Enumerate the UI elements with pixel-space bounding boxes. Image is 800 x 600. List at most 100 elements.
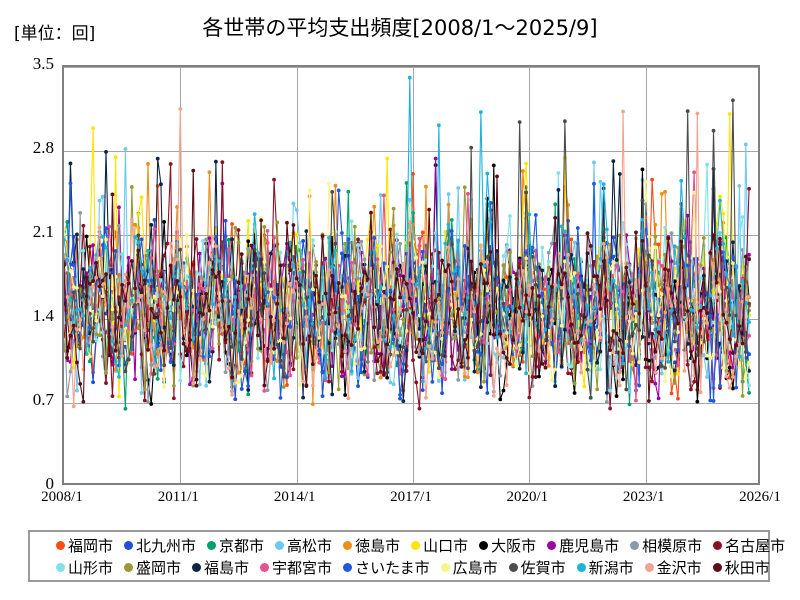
data-point	[184, 233, 189, 238]
legend-marker-icon	[124, 540, 134, 550]
data-point	[378, 369, 383, 374]
data-point	[142, 278, 147, 283]
data-point	[682, 369, 687, 373]
data-point	[495, 335, 499, 340]
data-point	[608, 287, 613, 292]
data-point	[236, 240, 241, 245]
legend-marker-icon	[275, 540, 285, 550]
data-point	[233, 331, 238, 336]
data-point	[708, 293, 713, 298]
legend-item-佐賀市[interactable]: 佐賀市	[508, 557, 566, 578]
data-point	[718, 198, 722, 203]
data-point	[239, 387, 244, 391]
data-point	[265, 307, 270, 312]
data-point	[572, 391, 577, 395]
legend-item-鹿児島市[interactable]: 鹿児島市	[547, 535, 619, 556]
data-point	[647, 253, 651, 258]
data-point	[349, 371, 354, 376]
data-point	[685, 263, 690, 268]
legend-item-福岡市[interactable]: 福岡市	[56, 535, 113, 556]
data-point	[579, 277, 583, 281]
data-point	[743, 356, 748, 360]
data-point	[320, 370, 325, 375]
data-point	[226, 324, 231, 329]
data-point	[653, 349, 658, 354]
data-point	[139, 195, 144, 200]
data-point	[485, 171, 490, 176]
data-point	[236, 370, 241, 375]
data-point	[223, 297, 228, 302]
data-point	[585, 320, 590, 325]
data-point	[401, 261, 406, 266]
legend-label: 山形市	[68, 558, 114, 577]
data-point	[152, 365, 157, 369]
data-point	[718, 383, 722, 388]
legend-item-徳島市[interactable]: 徳島市	[343, 535, 400, 556]
data-point	[546, 250, 551, 255]
legend-item-広島市[interactable]: 広島市	[440, 557, 498, 578]
data-point	[569, 276, 574, 281]
data-point	[71, 404, 76, 409]
data-point	[372, 250, 377, 255]
data-point	[511, 363, 516, 368]
data-point	[436, 292, 441, 297]
data-point	[110, 307, 115, 312]
data-point	[553, 384, 558, 389]
legend-item-福島市[interactable]: 福島市	[192, 557, 249, 578]
data-point	[117, 394, 121, 399]
legend-item-金沢市[interactable]: 金沢市	[644, 557, 702, 578]
legend-label: 名古屋市	[725, 536, 786, 555]
data-point	[401, 399, 406, 404]
data-point	[462, 371, 467, 376]
data-point	[233, 378, 238, 382]
legend-item-名古屋市[interactable]: 名古屋市	[713, 535, 785, 556]
data-point	[737, 342, 742, 347]
legend-item-山口市[interactable]: 山口市	[411, 535, 468, 556]
data-point	[727, 337, 732, 341]
legend-item-宇都宮市[interactable]: 宇都宮市	[260, 557, 332, 578]
legend-item-相模原市[interactable]: 相模原市	[630, 535, 702, 556]
data-point	[650, 331, 655, 336]
legend-item-高松市[interactable]: 高松市	[275, 535, 332, 556]
data-point	[679, 178, 684, 183]
data-point	[197, 310, 202, 315]
data-point	[559, 364, 564, 369]
legend-item-盛岡市[interactable]: 盛岡市	[124, 557, 181, 578]
data-point	[472, 285, 477, 290]
data-point	[323, 291, 328, 296]
data-point	[695, 111, 700, 116]
data-point	[362, 369, 367, 374]
legend-item-北九州市[interactable]: 北九州市	[124, 535, 196, 556]
data-point	[401, 317, 406, 322]
data-point	[711, 298, 716, 303]
data-point	[656, 242, 661, 247]
legend-label: 鹿児島市	[559, 536, 620, 555]
data-point	[663, 189, 667, 194]
legend-item-大阪市[interactable]: 大阪市	[479, 535, 536, 556]
data-point	[562, 229, 567, 234]
legend-item-秋田市[interactable]: 秋田市	[712, 557, 770, 578]
data-point	[543, 365, 548, 370]
data-point	[388, 344, 393, 349]
data-point	[466, 295, 470, 300]
data-point	[588, 244, 593, 248]
legend-item-新潟市[interactable]: 新潟市	[576, 557, 634, 578]
data-point	[653, 234, 658, 239]
data-point	[388, 250, 393, 255]
data-point	[407, 197, 412, 202]
legend-item-さいたま市[interactable]: さいたま市	[343, 557, 430, 578]
data-point	[333, 183, 338, 188]
data-point	[446, 222, 451, 227]
data-point	[601, 182, 606, 186]
data-point	[475, 350, 480, 354]
legend-item-京都市[interactable]: 京都市	[207, 535, 264, 556]
x-axis-tick-label: 2023/1	[622, 489, 665, 505]
data-point	[604, 227, 609, 232]
data-point	[559, 323, 564, 328]
data-point	[701, 236, 706, 240]
data-point	[110, 394, 115, 398]
data-point	[340, 294, 344, 299]
data-point	[530, 286, 535, 290]
legend-item-山形市[interactable]: 山形市	[56, 557, 113, 578]
data-point	[482, 314, 486, 319]
